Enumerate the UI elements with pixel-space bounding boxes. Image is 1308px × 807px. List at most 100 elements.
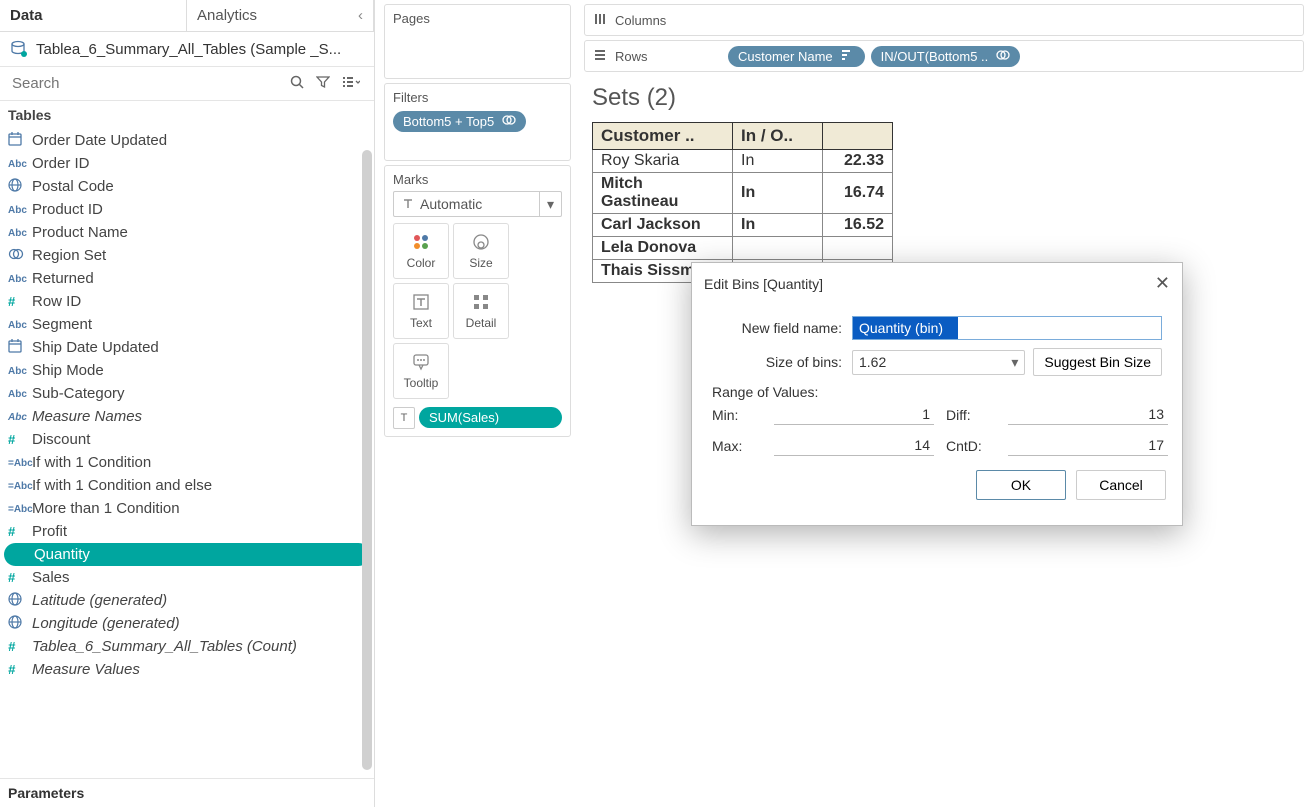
columns-shelf[interactable]: Columns (584, 4, 1304, 36)
field-type-icon (8, 615, 32, 632)
set-icon (502, 114, 516, 129)
table-row[interactable]: Mitch GastineauIn16.74 (593, 173, 893, 214)
field-measure-values[interactable]: #Measure Values (0, 658, 374, 681)
field-sales[interactable]: #Sales (0, 566, 374, 589)
field-label: Postal Code (32, 178, 114, 195)
row-pill-inout[interactable]: IN/OUT(Bottom5 .. (871, 46, 1021, 67)
text-mark-icon[interactable]: T (393, 407, 415, 429)
field-ship-mode[interactable]: AbcShip Mode (0, 359, 374, 382)
field-profit[interactable]: #Profit (0, 520, 374, 543)
field-type-icon: =Abc (8, 480, 32, 492)
field-type-icon: # (8, 639, 32, 654)
sum-sales-pill[interactable]: SUM(Sales) (419, 407, 562, 428)
marks-type-select[interactable]: Automatic ▾ (393, 191, 562, 217)
filter-icon[interactable] (310, 75, 336, 92)
row-pill-customer[interactable]: Customer Name (728, 46, 865, 67)
field-product-name[interactable]: AbcProduct Name (0, 221, 374, 244)
table-header[interactable] (823, 123, 893, 150)
field-label: Segment (32, 316, 92, 333)
field-discount[interactable]: #Discount (0, 428, 374, 451)
table-row[interactable]: Roy SkariaIn22.33 (593, 150, 893, 173)
field-longitude-generated-[interactable]: Longitude (generated) (0, 612, 374, 635)
field-label: Longitude (generated) (32, 615, 180, 632)
field-type-icon: Abc (8, 365, 32, 377)
table-header[interactable]: In / O.. (733, 123, 823, 150)
field-label: Ship Date Updated (32, 339, 159, 356)
view-options-icon[interactable] (336, 75, 366, 92)
bin-size-select[interactable]: 1.62 ▾ (852, 350, 1025, 375)
chevron-down-icon: ▾ (1011, 354, 1018, 371)
field-name-label: New field name: (712, 320, 842, 336)
field-quantity[interactable]: #Quantity (4, 543, 370, 566)
datasource-row[interactable]: Tablea_6_Summary_All_Tables (Sample _S..… (0, 32, 374, 67)
field-product-id[interactable]: AbcProduct ID (0, 198, 374, 221)
field-if-with-1-condition[interactable]: =AbcIf with 1 Condition (0, 451, 374, 474)
field-label: Row ID (32, 293, 81, 310)
filters-shelf[interactable]: Filters Bottom5 + Top5 (384, 83, 571, 161)
suggest-bin-size-button[interactable]: Suggest Bin Size (1033, 348, 1162, 376)
field-label: Region Set (32, 247, 106, 264)
field-label: If with 1 Condition (32, 454, 151, 471)
field-tablea-6-summary-all-tables-count-[interactable]: #Tablea_6_Summary_All_Tables (Count) (0, 635, 374, 658)
field-order-id[interactable]: AbcOrder ID (0, 152, 374, 175)
mark-pill-row: T SUM(Sales) (393, 405, 562, 430)
mark-detail-button[interactable]: Detail (453, 283, 509, 339)
set-icon (996, 49, 1010, 64)
field-list[interactable]: Order Date Updated AbcOrder ID Postal Code… (0, 129, 374, 769)
table-row[interactable]: Lela Donova (593, 237, 893, 260)
search-icon[interactable] (284, 75, 310, 92)
sidebar-tabs: Data Analytics‹ (0, 0, 374, 32)
mark-text-button[interactable]: Text (393, 283, 449, 339)
diff-value: 13 (1008, 404, 1168, 425)
cntd-value: 17 (1008, 435, 1168, 456)
min-label: Min: (712, 407, 762, 423)
field-row-id[interactable]: #Row ID (0, 290, 374, 313)
field-measure-names[interactable]: AbcMeasure Names (0, 405, 374, 428)
filter-pill[interactable]: Bottom5 + Top5 (393, 111, 526, 132)
field-label: Returned (32, 270, 94, 287)
mark-tooltip-button[interactable]: Tooltip (393, 343, 449, 399)
mark-buttons: Color Size Text Detail Tooltip (393, 223, 562, 399)
rows-shelf[interactable]: Rows Customer Name IN/OUT(Bottom5 .. (584, 40, 1304, 72)
field-region-set[interactable]: Region Set (0, 244, 374, 267)
pages-shelf[interactable]: Pages (384, 4, 571, 79)
field-name-input[interactable] (852, 316, 1162, 340)
cancel-button[interactable]: Cancel (1076, 470, 1166, 500)
dialog-title: Edit Bins [Quantity] (704, 276, 823, 292)
columns-label: Columns (615, 13, 725, 28)
table-header[interactable]: Customer .. (593, 123, 733, 150)
text-icon (402, 198, 414, 210)
field-label: Profit (32, 523, 67, 540)
close-icon[interactable]: ✕ (1155, 273, 1170, 294)
field-type-icon (8, 592, 32, 609)
field-postal-code[interactable]: Postal Code (0, 175, 374, 198)
field-if-with-1-condition-and-else[interactable]: =AbcIf with 1 Condition and else (0, 474, 374, 497)
field-ship-date-updated[interactable]: Ship Date Updated (0, 336, 374, 359)
range-header: Range of Values: (712, 384, 1162, 400)
field-order-date-updated[interactable]: Order Date Updated (0, 129, 374, 152)
field-more-than-1-condition[interactable]: =AbcMore than 1 Condition (0, 497, 374, 520)
field-type-icon: Abc (8, 273, 32, 285)
field-segment[interactable]: AbcSegment (0, 313, 374, 336)
field-label: Ship Mode (32, 362, 104, 379)
tab-data[interactable]: Data (0, 0, 187, 31)
viz-title[interactable]: Sets (2) (580, 76, 1308, 120)
mark-color-button[interactable]: Color (393, 223, 449, 279)
dialog-titlebar: Edit Bins [Quantity] ✕ (692, 263, 1182, 304)
mark-size-button[interactable]: Size (453, 223, 509, 279)
field-latitude-generated-[interactable]: Latitude (generated) (0, 589, 374, 612)
field-label: Order Date Updated (32, 132, 167, 149)
ok-button[interactable]: OK (976, 470, 1066, 500)
marks-shelf: Marks Automatic ▾ Color Size Text Detail (384, 165, 571, 437)
search-input[interactable] (8, 71, 284, 96)
data-sidebar: Data Analytics‹ Tablea_6_Summary_All_Tab… (0, 0, 375, 807)
search-row (0, 67, 374, 101)
field-type-icon: # (8, 662, 32, 677)
table-row[interactable]: Carl JacksonIn16.52 (593, 214, 893, 237)
tab-analytics[interactable]: Analytics‹ (187, 0, 374, 31)
field-returned[interactable]: AbcReturned (0, 267, 374, 290)
scrollbar-thumb[interactable] (362, 150, 372, 770)
field-sub-category[interactable]: AbcSub-Category (0, 382, 374, 405)
rows-label: Rows (615, 49, 725, 64)
field-type-icon: Abc (8, 158, 32, 170)
